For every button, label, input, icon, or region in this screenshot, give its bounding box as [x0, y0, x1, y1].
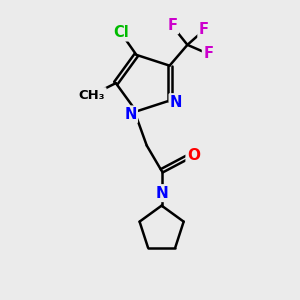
Text: F: F [168, 18, 178, 33]
Text: F: F [203, 46, 213, 61]
Text: N: N [155, 186, 168, 201]
Text: N: N [170, 94, 182, 110]
Text: Cl: Cl [114, 25, 129, 40]
Text: N: N [124, 107, 136, 122]
Text: CH₃: CH₃ [79, 88, 105, 101]
Text: F: F [199, 22, 209, 38]
Text: O: O [187, 148, 200, 164]
